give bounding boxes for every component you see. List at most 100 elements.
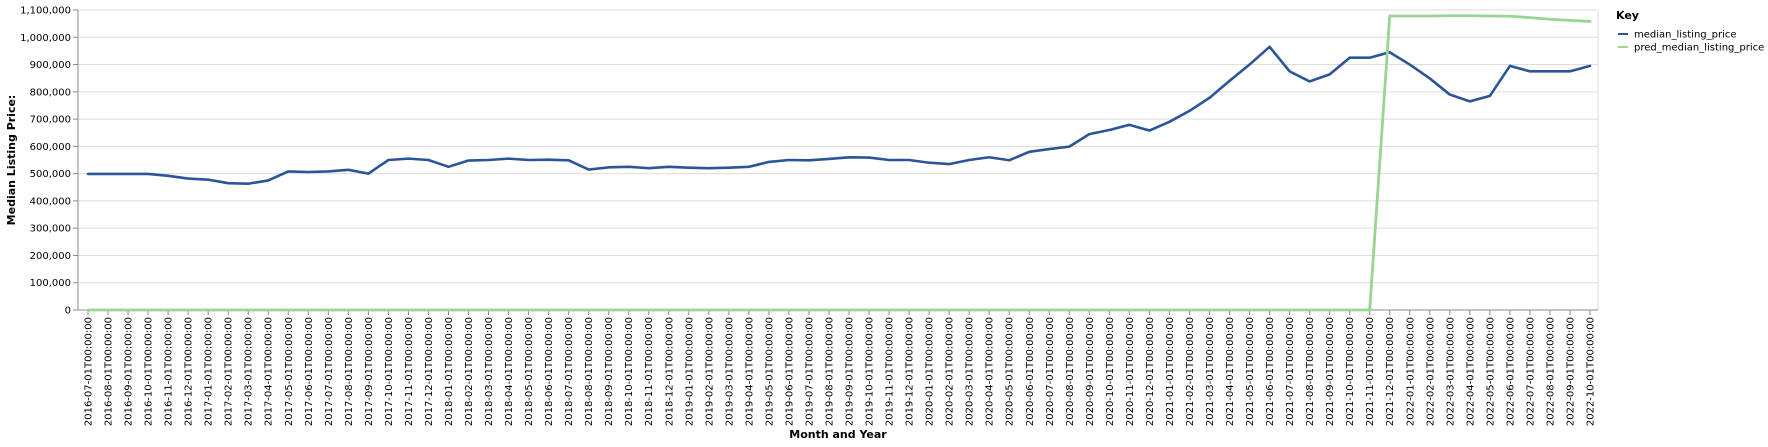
y-tick-label: 1,100,000: [20, 6, 71, 17]
y-tick-label: 400,000: [30, 196, 71, 207]
y-axis: 0 100,000 200,000 300,000 400,000 500,000 600,…: [20, 6, 79, 317]
x-tick-label: 2017-08-01T00:00:00: [344, 317, 355, 426]
legend-label: pred_median_listing_price: [1634, 43, 1764, 54]
x-tick-label: 2020-10-01T00:00:00: [1105, 317, 1116, 426]
x-tick-label: 2021-07-01T00:00:00: [1285, 317, 1296, 426]
x-tick-label: 2017-10-01T00:00:00: [384, 317, 395, 426]
x-tick-label: 2021-09-01T00:00:00: [1325, 317, 1336, 426]
x-tick-label: 2022-08-01T00:00:00: [1545, 317, 1556, 426]
x-tick-label: 2018-09-01T00:00:00: [604, 317, 615, 426]
x-tick-label: 2022-04-01T00:00:00: [1465, 317, 1476, 426]
x-tick-label: 2017-03-01T00:00:00: [244, 317, 255, 426]
y-tick-label: 0: [65, 306, 71, 317]
x-tick-label: 2020-05-01T00:00:00: [1005, 317, 1016, 426]
x-tick-label: 2020-12-01T00:00:00: [1145, 317, 1156, 426]
y-tick-label: 100,000: [30, 278, 71, 289]
x-tick-label: 2019-06-01T00:00:00: [784, 317, 795, 426]
y-tick-label: 900,000: [30, 60, 71, 71]
grid: [77, 9, 1599, 311]
x-tick-label: 2018-04-01T00:00:00: [504, 317, 515, 426]
x-tick-label: 2019-10-01T00:00:00: [865, 317, 876, 426]
x-tick-label: 2021-10-01T00:00:00: [1345, 317, 1356, 426]
legend-label: median_listing_price: [1634, 30, 1737, 41]
x-tick-label: 2016-07-01T00:00:00: [84, 317, 95, 426]
x-tick-label: 2021-12-01T00:00:00: [1385, 317, 1396, 426]
x-tick-label: 2020-01-01T00:00:00: [925, 317, 936, 426]
series-line-median-listing-price: [86, 45, 1592, 186]
x-tick-label: 2018-12-01T00:00:00: [664, 317, 675, 426]
x-tick-label: 2017-05-01T00:00:00: [284, 317, 295, 426]
x-tick-label: 2018-06-01T00:00:00: [544, 317, 555, 426]
x-tick-label: 2021-02-01T00:00:00: [1185, 317, 1196, 426]
x-tick-label: 2017-09-01T00:00:00: [364, 317, 375, 426]
y-tick-label: 800,000: [30, 87, 71, 98]
x-tick-label: 2022-09-01T00:00:00: [1565, 317, 1576, 426]
legend-items: median_listing_price pred_median_listing_…: [1618, 30, 1764, 54]
x-tick-label: 2017-01-01T00:00:00: [204, 317, 215, 426]
y-tick-label: 300,000: [30, 224, 71, 235]
x-tick-label: 2020-06-01T00:00:00: [1025, 317, 1036, 426]
x-tick-label: 2019-02-01T00:00:00: [704, 317, 715, 426]
x-tick-label: 2018-08-01T00:00:00: [584, 317, 595, 426]
x-tick-label: 2021-05-01T00:00:00: [1245, 317, 1256, 426]
x-tick-label: 2018-11-01T00:00:00: [644, 317, 655, 426]
y-tick-label: 200,000: [30, 251, 71, 262]
x-tick-label: 2018-05-01T00:00:00: [524, 317, 535, 426]
x-tick-label: 2020-02-01T00:00:00: [945, 317, 956, 426]
x-tick-label: 2022-07-01T00:00:00: [1525, 317, 1536, 426]
x-tick-label: 2016-10-01T00:00:00: [144, 317, 155, 426]
x-tick-label: 2022-03-01T00:00:00: [1445, 317, 1456, 426]
x-tick-label: 2019-11-01T00:00:00: [885, 317, 896, 426]
x-tick-label: 2020-08-01T00:00:00: [1065, 317, 1076, 426]
x-tick-label: 2020-03-01T00:00:00: [965, 317, 976, 426]
x-tick-label: 2017-02-01T00:00:00: [224, 317, 235, 426]
y-tick-label: 500,000: [30, 169, 71, 180]
x-tick-label: 2021-08-01T00:00:00: [1305, 317, 1316, 426]
x-tick-label: 2017-12-01T00:00:00: [424, 317, 435, 426]
legend-title: Key: [1616, 9, 1639, 22]
x-tick-label: 2021-06-01T00:00:00: [1265, 317, 1276, 426]
x-tick-label: 2019-01-01T00:00:00: [684, 317, 695, 426]
x-tick-label: 2019-05-01T00:00:00: [764, 317, 775, 426]
x-tick-label: 2021-04-01T00:00:00: [1225, 317, 1236, 426]
x-tick-label: 2020-07-01T00:00:00: [1045, 317, 1056, 426]
series-line-pred-median-listing-price: [86, 14, 1592, 312]
x-axis-title: Month and Year: [789, 428, 887, 441]
x-tick-label: 2019-12-01T00:00:00: [905, 317, 916, 426]
x-tick-label: 2021-01-01T00:00:00: [1165, 317, 1176, 426]
y-tick-label: 600,000: [30, 142, 71, 153]
x-tick-label: 2020-11-01T00:00:00: [1125, 317, 1136, 426]
x-tick-label: 2019-04-01T00:00:00: [744, 317, 755, 426]
x-axis: 2016-07-01T00:00:00 2016-08-01T00:00:00 20…: [78, 309, 1598, 426]
x-tick-label: 2017-11-01T00:00:00: [404, 317, 415, 426]
x-tick-label: 2019-03-01T00:00:00: [724, 317, 735, 426]
x-tick-label: 2021-03-01T00:00:00: [1205, 317, 1216, 426]
x-tick-label: 2016-12-01T00:00:00: [184, 317, 195, 426]
x-tick-label: 2019-09-01T00:00:00: [845, 317, 856, 426]
x-tick-label: 2018-02-01T00:00:00: [464, 317, 475, 426]
x-tick-label: 2022-01-01T00:00:00: [1405, 317, 1416, 426]
x-tick-label: 2020-09-01T00:00:00: [1085, 317, 1096, 426]
x-tick-label: 2021-11-01T00:00:00: [1365, 317, 1376, 426]
legend: Key median_listing_price pred_median_list…: [1616, 9, 1764, 54]
x-tick-label: 2022-10-01T00:00:00: [1586, 317, 1597, 426]
plot-frame: [77, 9, 1599, 311]
x-tick-label: 2016-08-01T00:00:00: [104, 317, 115, 426]
x-tick-label: 2018-01-01T00:00:00: [444, 317, 455, 426]
series-lines: [86, 14, 1592, 312]
x-tick-label: 2018-10-01T00:00:00: [624, 317, 635, 426]
x-tick-label: 2017-06-01T00:00:00: [304, 317, 315, 426]
y-axis-title: Median Listing Price:: [5, 95, 18, 226]
x-tick-label: 2017-07-01T00:00:00: [324, 317, 335, 426]
x-tick-label: 2022-02-01T00:00:00: [1425, 317, 1436, 426]
y-tick-label: 700,000: [30, 115, 71, 126]
y-tick-label: 1,000,000: [20, 33, 71, 44]
x-tick-label: 2018-07-01T00:00:00: [564, 317, 575, 426]
x-tick-label: 2016-11-01T00:00:00: [164, 317, 175, 426]
x-tick-label: 2022-05-01T00:00:00: [1485, 317, 1496, 426]
x-tick-label: 2022-06-01T00:00:00: [1505, 317, 1516, 426]
x-tick-label: 2017-04-01T00:00:00: [264, 317, 275, 426]
x-tick-label: 2019-07-01T00:00:00: [804, 317, 815, 426]
x-tick-label: 2020-04-01T00:00:00: [985, 317, 996, 426]
